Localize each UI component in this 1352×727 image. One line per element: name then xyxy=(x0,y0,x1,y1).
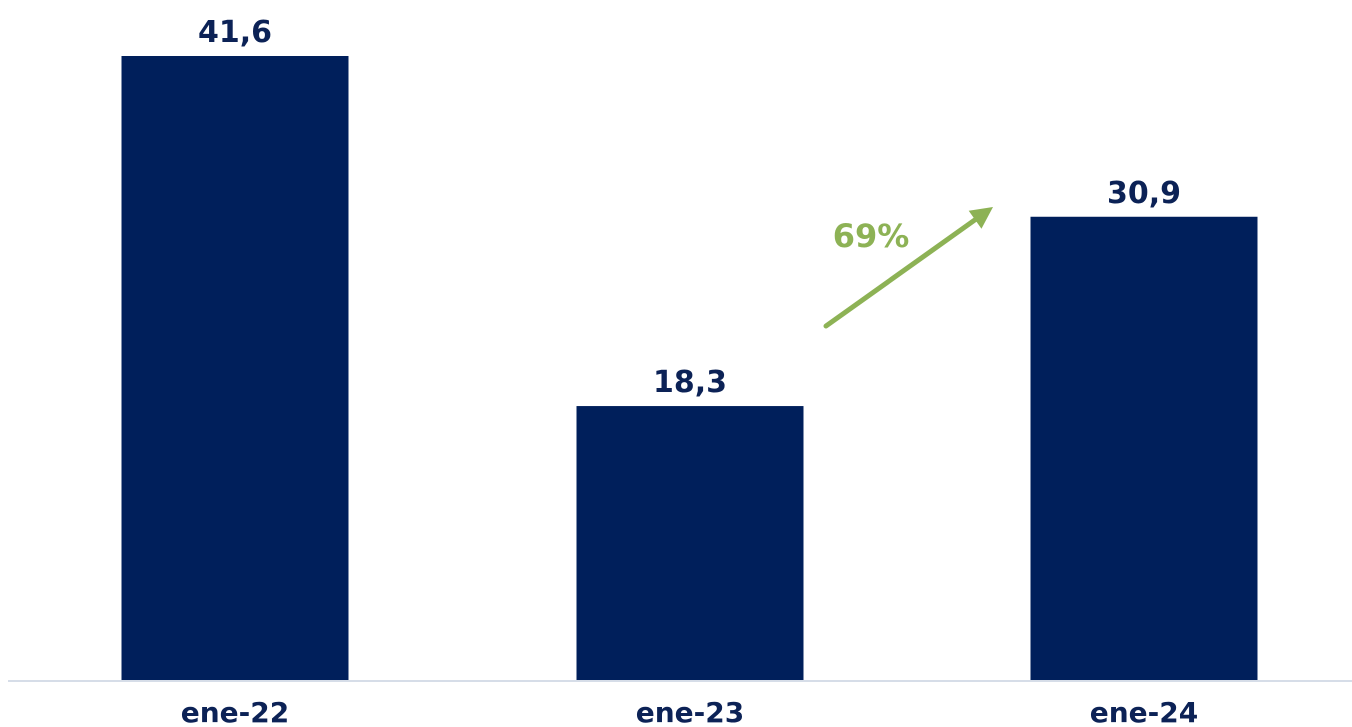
value-label-ene-24: 30,9 xyxy=(1107,176,1181,211)
tick-label-ene-23: ene-23 xyxy=(636,696,745,727)
value-label-ene-22: 41,6 xyxy=(198,15,272,50)
bars-group xyxy=(121,56,1258,682)
bar-ene-24 xyxy=(1030,216,1258,682)
bar-ene-22 xyxy=(121,56,349,681)
growth-annotation: 69% xyxy=(823,207,993,329)
tick-label-ene-24: ene-24 xyxy=(1090,696,1199,727)
value-labels-group: 41,6 18,3 30,9 xyxy=(198,15,1181,400)
growth-arrow-head xyxy=(968,207,993,229)
bar-ene-23 xyxy=(576,406,804,681)
tick-label-ene-22: ene-22 xyxy=(181,696,290,727)
growth-percent-label: 69% xyxy=(833,217,910,255)
value-label-ene-23: 18,3 xyxy=(653,365,727,400)
growth-arrow-shaft xyxy=(823,217,978,329)
tick-labels-group: ene-22 ene-23 ene-24 xyxy=(181,696,1199,727)
